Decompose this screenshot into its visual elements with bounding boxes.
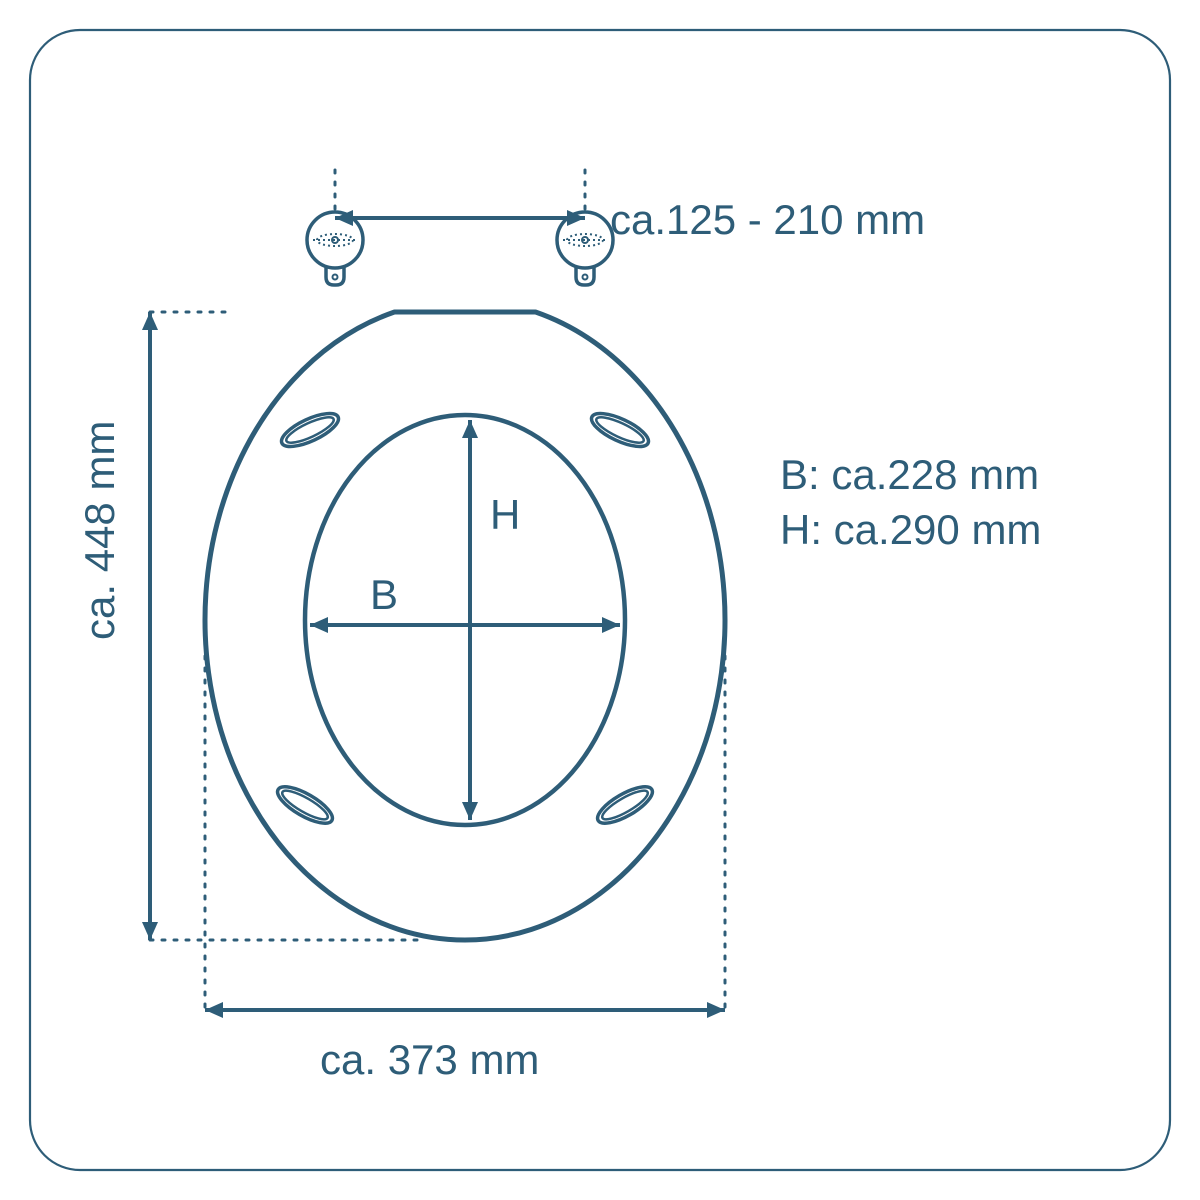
diagram-stage: ca.125 - 210 mm ca. 448 mm ca. 373 mm B H B: … xyxy=(0,0,1200,1200)
dim-inner-h-letter: H xyxy=(490,490,520,540)
legend-b: B: ca.228 mm xyxy=(780,450,1039,500)
dim-width: ca. 373 mm xyxy=(320,1035,539,1085)
dim-hinge-spacing: ca.125 - 210 mm xyxy=(610,195,925,245)
dim-inner-b-letter: B xyxy=(370,570,398,620)
dim-height: ca. 448 mm xyxy=(75,421,125,640)
legend-h: H: ca.290 mm xyxy=(780,505,1041,555)
